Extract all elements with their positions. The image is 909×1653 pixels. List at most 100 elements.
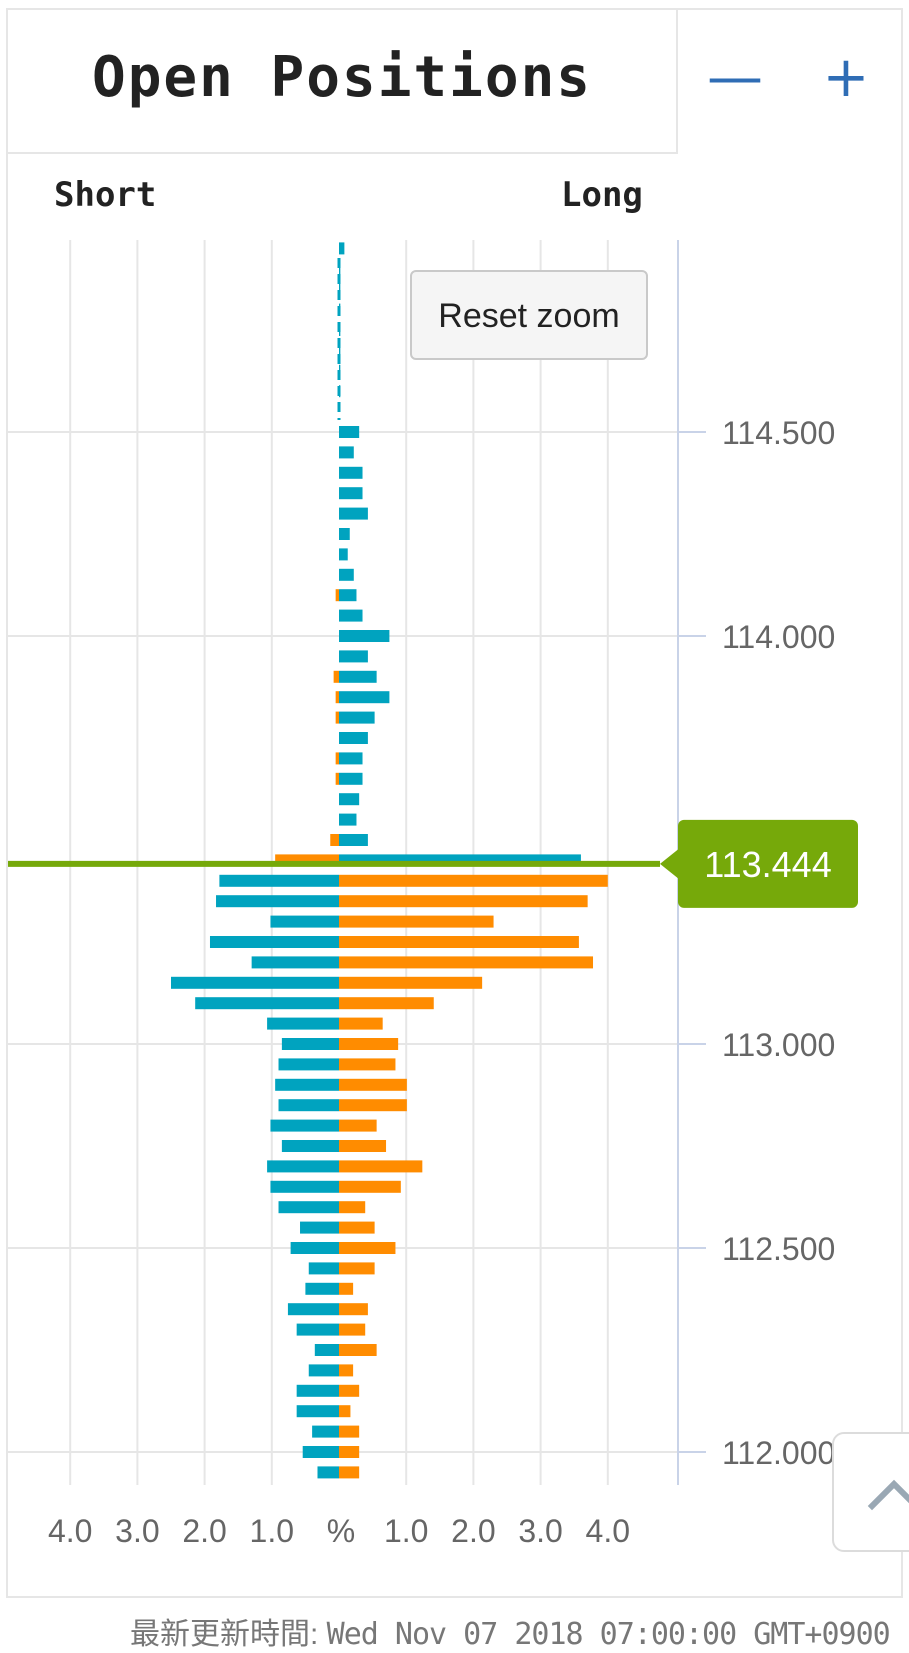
bar-left: [281, 1140, 339, 1152]
bar-left: [333, 670, 339, 683]
bar-left: [278, 1099, 339, 1112]
bar-right: [339, 283, 341, 296]
bar-left: [335, 752, 339, 765]
chart-header: Open Positions: [6, 8, 678, 154]
scroll-to-top-button[interactable]: [832, 1432, 909, 1552]
x-tick-label: 3.0: [518, 1513, 562, 1549]
bar-left: [209, 936, 339, 948]
current-price-pointer: [660, 847, 680, 880]
x-tick-label: 1.0: [250, 1513, 294, 1549]
x-tick-label: 3.0: [115, 1513, 159, 1549]
bar-right: [339, 1078, 407, 1091]
bar-left: [305, 1282, 339, 1295]
bar-left: [302, 1446, 339, 1458]
bar-right: [339, 732, 368, 744]
bar-right: [339, 1405, 351, 1418]
bar-right: [339, 1303, 368, 1316]
bar-left: [287, 1303, 339, 1316]
bar-right: [339, 262, 341, 275]
bar-left: [270, 915, 339, 928]
bar-right: [339, 956, 594, 969]
bar-right: [339, 997, 434, 1010]
zoom-in-button[interactable]: +: [822, 45, 870, 110]
bar-right: [339, 1017, 383, 1030]
last-updated-timestamp: Wed Nov 07 2018 07:00:00 GMT+0900: [326, 1617, 891, 1652]
bar-left: [335, 711, 339, 724]
price-tick-label: 112.000: [722, 1435, 835, 1471]
reset-zoom-button[interactable]: Reset zoom: [410, 270, 648, 360]
bar-left: [308, 1262, 339, 1275]
bar-right: [339, 528, 350, 540]
bar-right: [339, 548, 348, 561]
bar-left: [314, 1344, 339, 1356]
chart-frame: [6, 8, 903, 1598]
price-tick-label: 114.000: [722, 619, 835, 655]
bar-right: [339, 1242, 396, 1254]
bar-right: [339, 915, 494, 928]
x-tick-label: 1.0: [384, 1513, 428, 1549]
bar-right: [339, 895, 588, 908]
bar-left: [335, 691, 339, 704]
bar-right: [339, 874, 608, 887]
bar-left: [330, 834, 339, 846]
bar-right: [339, 752, 363, 765]
last-updated: 最新更新時間: Wed Nov 07 2018 07:00:00 GMT+090…: [130, 1617, 891, 1652]
bar-right: [339, 589, 357, 602]
bars-group: [171, 242, 608, 1479]
bar-left: [296, 1323, 339, 1336]
bar-left: [219, 874, 339, 887]
bar-right: [339, 976, 483, 989]
bar-left: [300, 1221, 339, 1234]
bar-left: [267, 1017, 339, 1030]
bar-left: [290, 1242, 339, 1254]
bar-left: [278, 1058, 339, 1071]
bar-right: [339, 1221, 375, 1234]
bar-right: [339, 1425, 360, 1438]
current-price-badge: [678, 819, 858, 908]
price-tick-label: 113.000: [722, 1027, 835, 1063]
bar-left: [251, 956, 339, 969]
bar-right: [339, 242, 345, 255]
bar-right: [339, 1099, 407, 1112]
bar-left: [270, 1180, 339, 1193]
bar-left: [312, 1425, 339, 1438]
bar-right: [339, 446, 354, 459]
bar-right: [339, 1446, 360, 1458]
bar-left: [171, 976, 339, 989]
bar-right: [339, 1058, 396, 1071]
bar-right: [339, 834, 368, 846]
bar-right: [339, 1466, 360, 1479]
x-tick-label: 2.0: [451, 1513, 495, 1549]
bar-right: [339, 1323, 366, 1336]
bar-right: [339, 1180, 401, 1193]
chevron-up-icon: [867, 1479, 909, 1511]
bar-left: [317, 1466, 339, 1479]
short-label: Short: [54, 175, 157, 215]
bar-right: [339, 1038, 399, 1050]
bar-left: [270, 1119, 339, 1132]
bar-left: [335, 772, 339, 785]
bar-left: [278, 1201, 339, 1214]
bar-right: [339, 670, 377, 683]
bar-right: [339, 1201, 366, 1214]
bar-right: [339, 1384, 360, 1397]
bar-right: [339, 711, 375, 724]
bar-right: [339, 426, 360, 438]
bar-right: [339, 936, 579, 948]
bar-right: [339, 1282, 354, 1295]
bar-right: [339, 772, 363, 785]
zoom-out-button[interactable]: —: [707, 45, 763, 110]
bar-left: [296, 1384, 339, 1397]
bar-right: [339, 1262, 375, 1275]
bar-left: [308, 1364, 339, 1377]
bar-left: [296, 1405, 339, 1418]
last-updated-label: 最新更新時間:: [130, 1618, 327, 1651]
long-label: Long: [561, 175, 643, 215]
bar-right: [339, 813, 357, 826]
bar-right: [339, 344, 341, 357]
bar-right: [339, 793, 360, 806]
price-tick-label: 114.500: [722, 415, 835, 451]
bar-right: [339, 609, 363, 622]
bar-right: [339, 466, 363, 479]
